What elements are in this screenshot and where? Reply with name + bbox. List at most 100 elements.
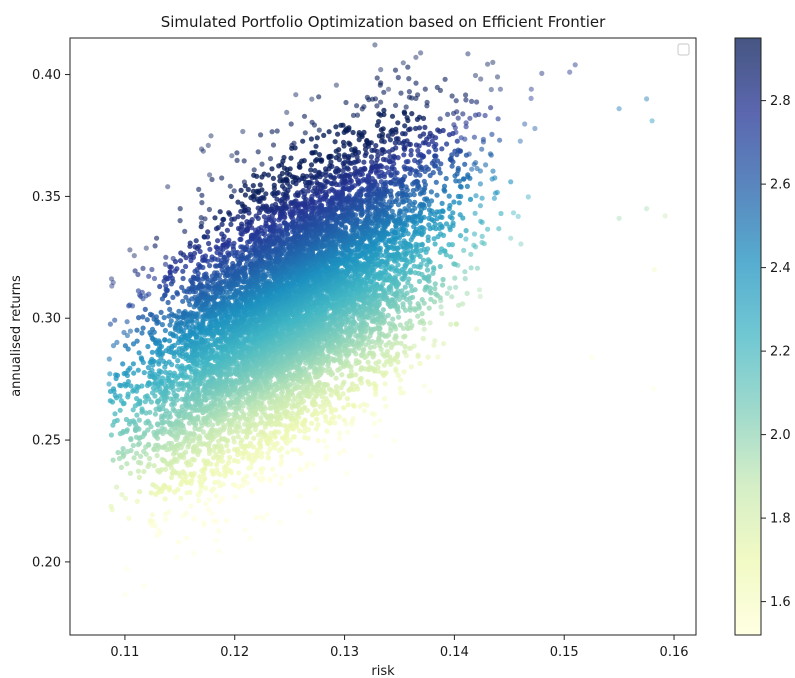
scatter-point [120, 428, 126, 434]
scatter-point [651, 266, 657, 273]
scatter-point [324, 453, 330, 459]
scatter-point [297, 390, 303, 397]
scatter-point [515, 213, 521, 219]
scatter-point [226, 400, 232, 406]
scatter-point [316, 380, 322, 386]
scatter-point [375, 364, 381, 370]
scatter-point [159, 375, 166, 381]
scatter-point [244, 434, 250, 440]
scatter-point [184, 351, 190, 357]
scatter-point [650, 386, 656, 392]
scatter-point [432, 338, 438, 344]
scatter-point [448, 321, 454, 327]
scatter-point [361, 408, 368, 414]
scatter-point [139, 406, 145, 412]
scatter-point [415, 352, 421, 358]
scatter-point [290, 447, 296, 453]
scatter-point [331, 414, 337, 420]
scatter-point [247, 440, 254, 446]
scatter-point [380, 307, 386, 313]
scatter-point [408, 364, 414, 370]
scatter-point [119, 492, 125, 498]
scatter-point [476, 287, 483, 293]
scatter-point [437, 221, 443, 227]
scatter-point [510, 210, 517, 216]
scatter-point [424, 267, 431, 273]
scatter-point [328, 405, 334, 412]
scatter-point [179, 363, 185, 369]
scatter-point [117, 382, 123, 388]
scatter-point [108, 432, 114, 438]
scatter-point [419, 311, 425, 317]
scatter-point [220, 481, 226, 487]
scatter-point [380, 351, 386, 357]
scatter-point [406, 276, 412, 282]
scatter-point [413, 241, 419, 247]
scatter-point [271, 420, 277, 426]
scatter-point [231, 457, 237, 464]
scatter-point [246, 465, 252, 471]
scatter-point [433, 291, 439, 297]
scatter-point [341, 379, 347, 385]
scatter-point [260, 516, 267, 522]
scatter-point [463, 228, 469, 234]
scatter-point [232, 446, 238, 453]
scatter-point [225, 448, 231, 454]
scatter-point [242, 421, 248, 427]
scatter-point [271, 442, 277, 448]
scatter-point [197, 488, 203, 495]
scatter-point [379, 258, 385, 264]
scatter-point [118, 464, 124, 470]
scatter-point [409, 288, 415, 294]
scatter-point [145, 418, 151, 424]
scatter-point [224, 443, 230, 449]
scatter-point [257, 476, 263, 482]
scatter-point [134, 412, 140, 418]
scatter-point [380, 370, 386, 376]
scatter-point [354, 339, 360, 345]
scatter-point [344, 470, 350, 476]
scatter-point [402, 343, 408, 350]
scatter-point [314, 416, 320, 422]
scatter-point [404, 290, 410, 296]
scatter-point [227, 454, 233, 461]
scatter-point [345, 429, 351, 435]
scatter-point [297, 466, 303, 472]
scatter-point [441, 341, 447, 347]
scatter-point [336, 435, 342, 441]
scatter-point [326, 386, 333, 392]
scatter-point [148, 490, 154, 496]
scatter-point [644, 206, 650, 212]
scatter-point [171, 456, 178, 462]
scatter-point [396, 314, 402, 320]
scatter-point [323, 418, 329, 424]
scatter-point [426, 305, 432, 311]
scatter-point [397, 322, 403, 328]
scatter-point [324, 428, 330, 434]
scatter-point [110, 386, 117, 392]
scatter-point [258, 415, 264, 421]
scatter-point [382, 396, 388, 402]
scatter-point [491, 195, 497, 201]
scatter-point [437, 263, 443, 270]
scatter-point [402, 333, 408, 339]
scatter-point [297, 493, 303, 499]
scatter-point [384, 359, 390, 365]
scatter-point [461, 247, 467, 253]
scatter-points [106, 42, 668, 598]
scatter-point [457, 212, 463, 218]
scatter-point [174, 554, 180, 560]
scatter-point [321, 381, 327, 387]
scatter-point [240, 428, 246, 434]
scatter-point [313, 426, 319, 432]
scatter-point [216, 548, 222, 554]
scatter-point [419, 318, 425, 324]
scatter-point [401, 369, 407, 375]
scatter-point [134, 396, 140, 402]
scatter-point [265, 450, 271, 456]
scatter-point [188, 471, 194, 477]
scatter-point [159, 456, 165, 462]
scatter-point [152, 411, 158, 417]
scatter-point [295, 447, 301, 453]
scatter-point [400, 301, 406, 307]
